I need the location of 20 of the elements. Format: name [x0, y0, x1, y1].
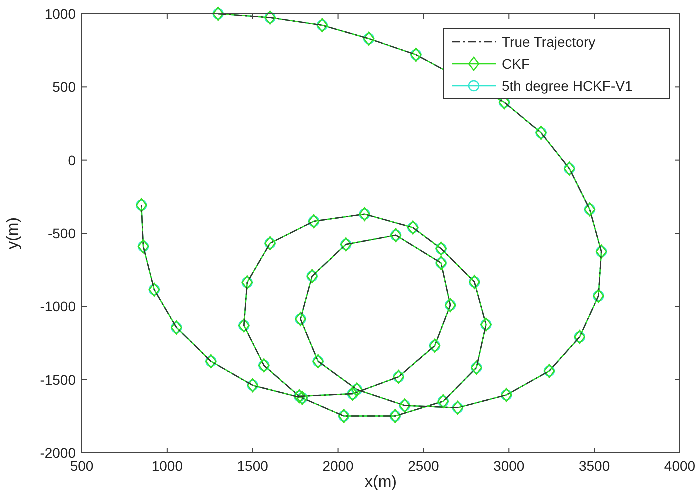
y-tick-label: 500: [52, 79, 76, 96]
y-tick-label: -500: [48, 226, 76, 242]
x-tick-label: 1000: [152, 458, 184, 474]
x-tick-label: 2500: [408, 458, 440, 474]
y-tick-label: 1000: [44, 6, 76, 22]
x-tick-label: 500: [70, 458, 94, 474]
x-tick-label: 2000: [322, 458, 354, 474]
y-axis-title: y(m): [5, 218, 22, 250]
x-tick-label: 3000: [494, 458, 525, 474]
y-tick-label: -2000: [40, 445, 76, 461]
legend-label: 5th degree HCKF-V1: [502, 78, 633, 94]
x-tick-label: 3500: [578, 458, 610, 474]
y-tick-label: 0: [68, 152, 76, 168]
legend-label: True Trajectory: [502, 34, 596, 50]
legend-label: CKF: [502, 56, 530, 72]
x-tick-label: 1500: [237, 458, 269, 474]
x-tick-label: 4000: [664, 458, 696, 474]
y-tick-label: -1500: [40, 372, 76, 388]
x-axis-title: x(m): [365, 474, 397, 491]
y-tick-label: -1000: [40, 298, 76, 315]
